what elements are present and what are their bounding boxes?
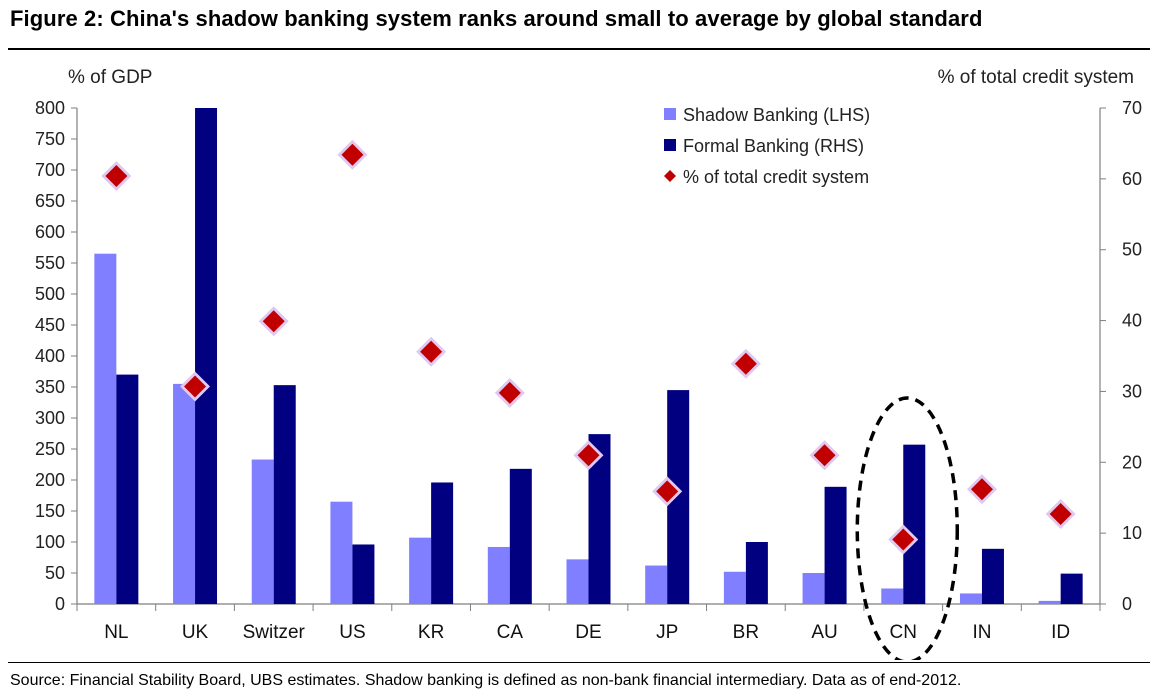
y-left-tick-label: 300	[35, 408, 65, 428]
credit-share-marker	[341, 143, 364, 166]
y-left-tick-label: 250	[35, 439, 65, 459]
formal-bar	[667, 390, 690, 604]
y-right-tick-label: 60	[1122, 169, 1142, 189]
shadow-bar	[802, 573, 825, 604]
category-label: NL	[104, 622, 128, 643]
credit-share-marker	[1049, 503, 1072, 526]
category-label: KR	[418, 622, 444, 643]
y-left-tick-label: 600	[35, 222, 65, 242]
cn-highlight-ellipse	[855, 396, 960, 660]
shadow-bar	[959, 593, 982, 604]
formal-bar	[352, 544, 375, 604]
formal-banking-bars	[116, 108, 1083, 604]
highlight-ellipse	[855, 396, 960, 660]
y-left-tick-label: 450	[35, 315, 65, 335]
formal-bar	[273, 385, 296, 604]
chart: 0501001502002503003504004505005506006507…	[35, 67, 1142, 660]
category-label: UK	[182, 622, 209, 643]
y-axis-left-label: % of GDP	[68, 67, 152, 88]
y-left-tick-label: 700	[35, 160, 65, 180]
y-right-tick-label: 70	[1122, 98, 1142, 118]
y-left-tick-label: 100	[35, 532, 65, 552]
formal-bar	[745, 542, 768, 604]
y-left-tick-label: 50	[45, 563, 65, 583]
legend-label-formal: Formal Banking (RHS)	[683, 136, 864, 156]
credit-share-marker	[892, 528, 915, 551]
credit-share-marker	[420, 340, 443, 363]
y-left-tick-label: 350	[35, 377, 65, 397]
y-right-tick-label: 20	[1122, 452, 1142, 472]
legend-label-marker: % of total credit system	[683, 167, 869, 187]
legend-swatch-shadow	[664, 108, 676, 120]
category-label: AU	[811, 622, 837, 643]
category-label: IN	[972, 622, 991, 643]
shadow-bar	[645, 565, 668, 604]
formal-bar	[903, 444, 926, 604]
y-left-tick-label: 750	[35, 129, 65, 149]
y-axis-right-label: % of total credit system	[938, 67, 1134, 88]
credit-share-markers	[101, 139, 1076, 555]
formal-bar	[195, 108, 218, 604]
formal-bar	[588, 434, 611, 604]
legend-label-shadow: Shadow Banking (LHS)	[683, 105, 870, 125]
legend-swatch-marker	[664, 170, 676, 182]
formal-bar	[431, 482, 454, 604]
y-right-tick-label: 0	[1122, 594, 1132, 614]
shadow-bar	[1038, 600, 1061, 604]
credit-share-marker	[734, 352, 757, 375]
credit-share-marker	[184, 375, 207, 398]
shadow-bar	[94, 253, 117, 604]
category-label: ID	[1051, 622, 1070, 643]
formal-bar	[824, 486, 847, 604]
category-labels: NL UK Switzer US KR CA DE JP BR AU CN IN ID	[104, 622, 1070, 643]
y-left-tick-label: 500	[35, 284, 65, 304]
category-label: CA	[497, 622, 524, 643]
source-note: Source: Financial Stability Board, UBS e…	[10, 672, 962, 689]
legend-swatch-formal	[664, 139, 676, 151]
shadow-bar	[881, 588, 904, 604]
y-right-tick-label: 10	[1122, 523, 1142, 543]
y-left-tick-label: 550	[35, 253, 65, 273]
formal-bar	[1060, 573, 1083, 604]
credit-share-marker	[498, 381, 521, 404]
credit-share-marker	[813, 444, 836, 467]
shadow-bar	[723, 571, 746, 604]
y-left-tick-label: 0	[55, 594, 65, 614]
y-right-tick-label: 40	[1122, 311, 1142, 331]
shadow-bar	[566, 559, 589, 604]
category-label: US	[339, 622, 365, 643]
y-left-tick-label: 400	[35, 346, 65, 366]
credit-share-marker	[656, 480, 679, 503]
footer-rule	[8, 662, 1150, 663]
y-right-tick-label: 50	[1122, 240, 1142, 260]
credit-share-marker	[105, 165, 128, 188]
category-label: BR	[733, 622, 759, 643]
y-left-tick-label: 800	[35, 98, 65, 118]
category-label: CN	[890, 622, 917, 643]
y-left-tick-label: 200	[35, 470, 65, 490]
credit-share-marker	[970, 478, 993, 501]
shadow-bar	[330, 501, 353, 604]
shadow-bar	[409, 537, 432, 604]
legend: Shadow Banking (LHS) Formal Banking (RHS…	[664, 105, 870, 187]
y-left-tick-label: 150	[35, 501, 65, 521]
shadow-banking-bars	[94, 253, 1061, 604]
y-left-tick-label: 650	[35, 191, 65, 211]
shadow-bar	[251, 459, 274, 604]
credit-share-marker	[577, 444, 600, 467]
credit-share-marker	[262, 310, 285, 333]
formal-bar	[981, 548, 1004, 604]
axes: 0501001502002503003504004505005506006507…	[35, 98, 1142, 614]
category-label: DE	[575, 622, 601, 643]
category-label: Switzer	[243, 622, 306, 643]
formal-bar	[509, 468, 532, 604]
title-rule	[8, 48, 1150, 50]
category-label: JP	[656, 622, 678, 643]
figure-title: Figure 2: China's shadow banking system …	[10, 6, 983, 31]
formal-bar	[116, 374, 139, 604]
y-right-tick-label: 30	[1122, 381, 1142, 401]
shadow-bar	[173, 383, 196, 604]
shadow-bar	[487, 546, 510, 604]
